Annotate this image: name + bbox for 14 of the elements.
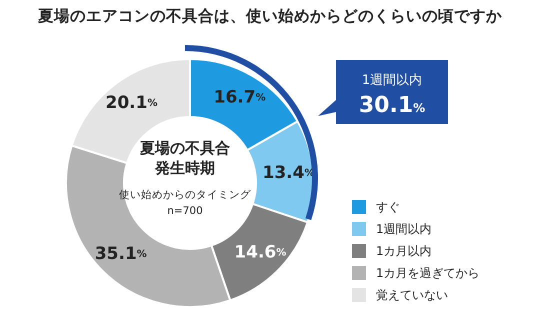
legend-label: 1週間以内 [376,220,432,238]
legend-label: すぐ [376,198,400,216]
data-label: 20.1% [106,93,158,114]
legend-label: 1カ月を過ぎてから [376,264,480,282]
text: 使い始めからのタイミング [119,189,252,201]
text: n=700 [167,205,203,217]
data-label: 14.6% [234,242,286,263]
legend-label: 1カ月以内 [376,242,432,260]
text: 夏場の不具合発生時期 [139,138,231,178]
data-label: 35.1% [94,244,147,264]
data-label: 16.7% [214,87,266,108]
legend-label: 覚えていない [376,286,448,304]
chart-title: 夏場のエアコンの不具合は、使い始めからどのくらいの頃ですか [37,6,503,27]
text: 1週間以内 30.1% [358,73,426,118]
